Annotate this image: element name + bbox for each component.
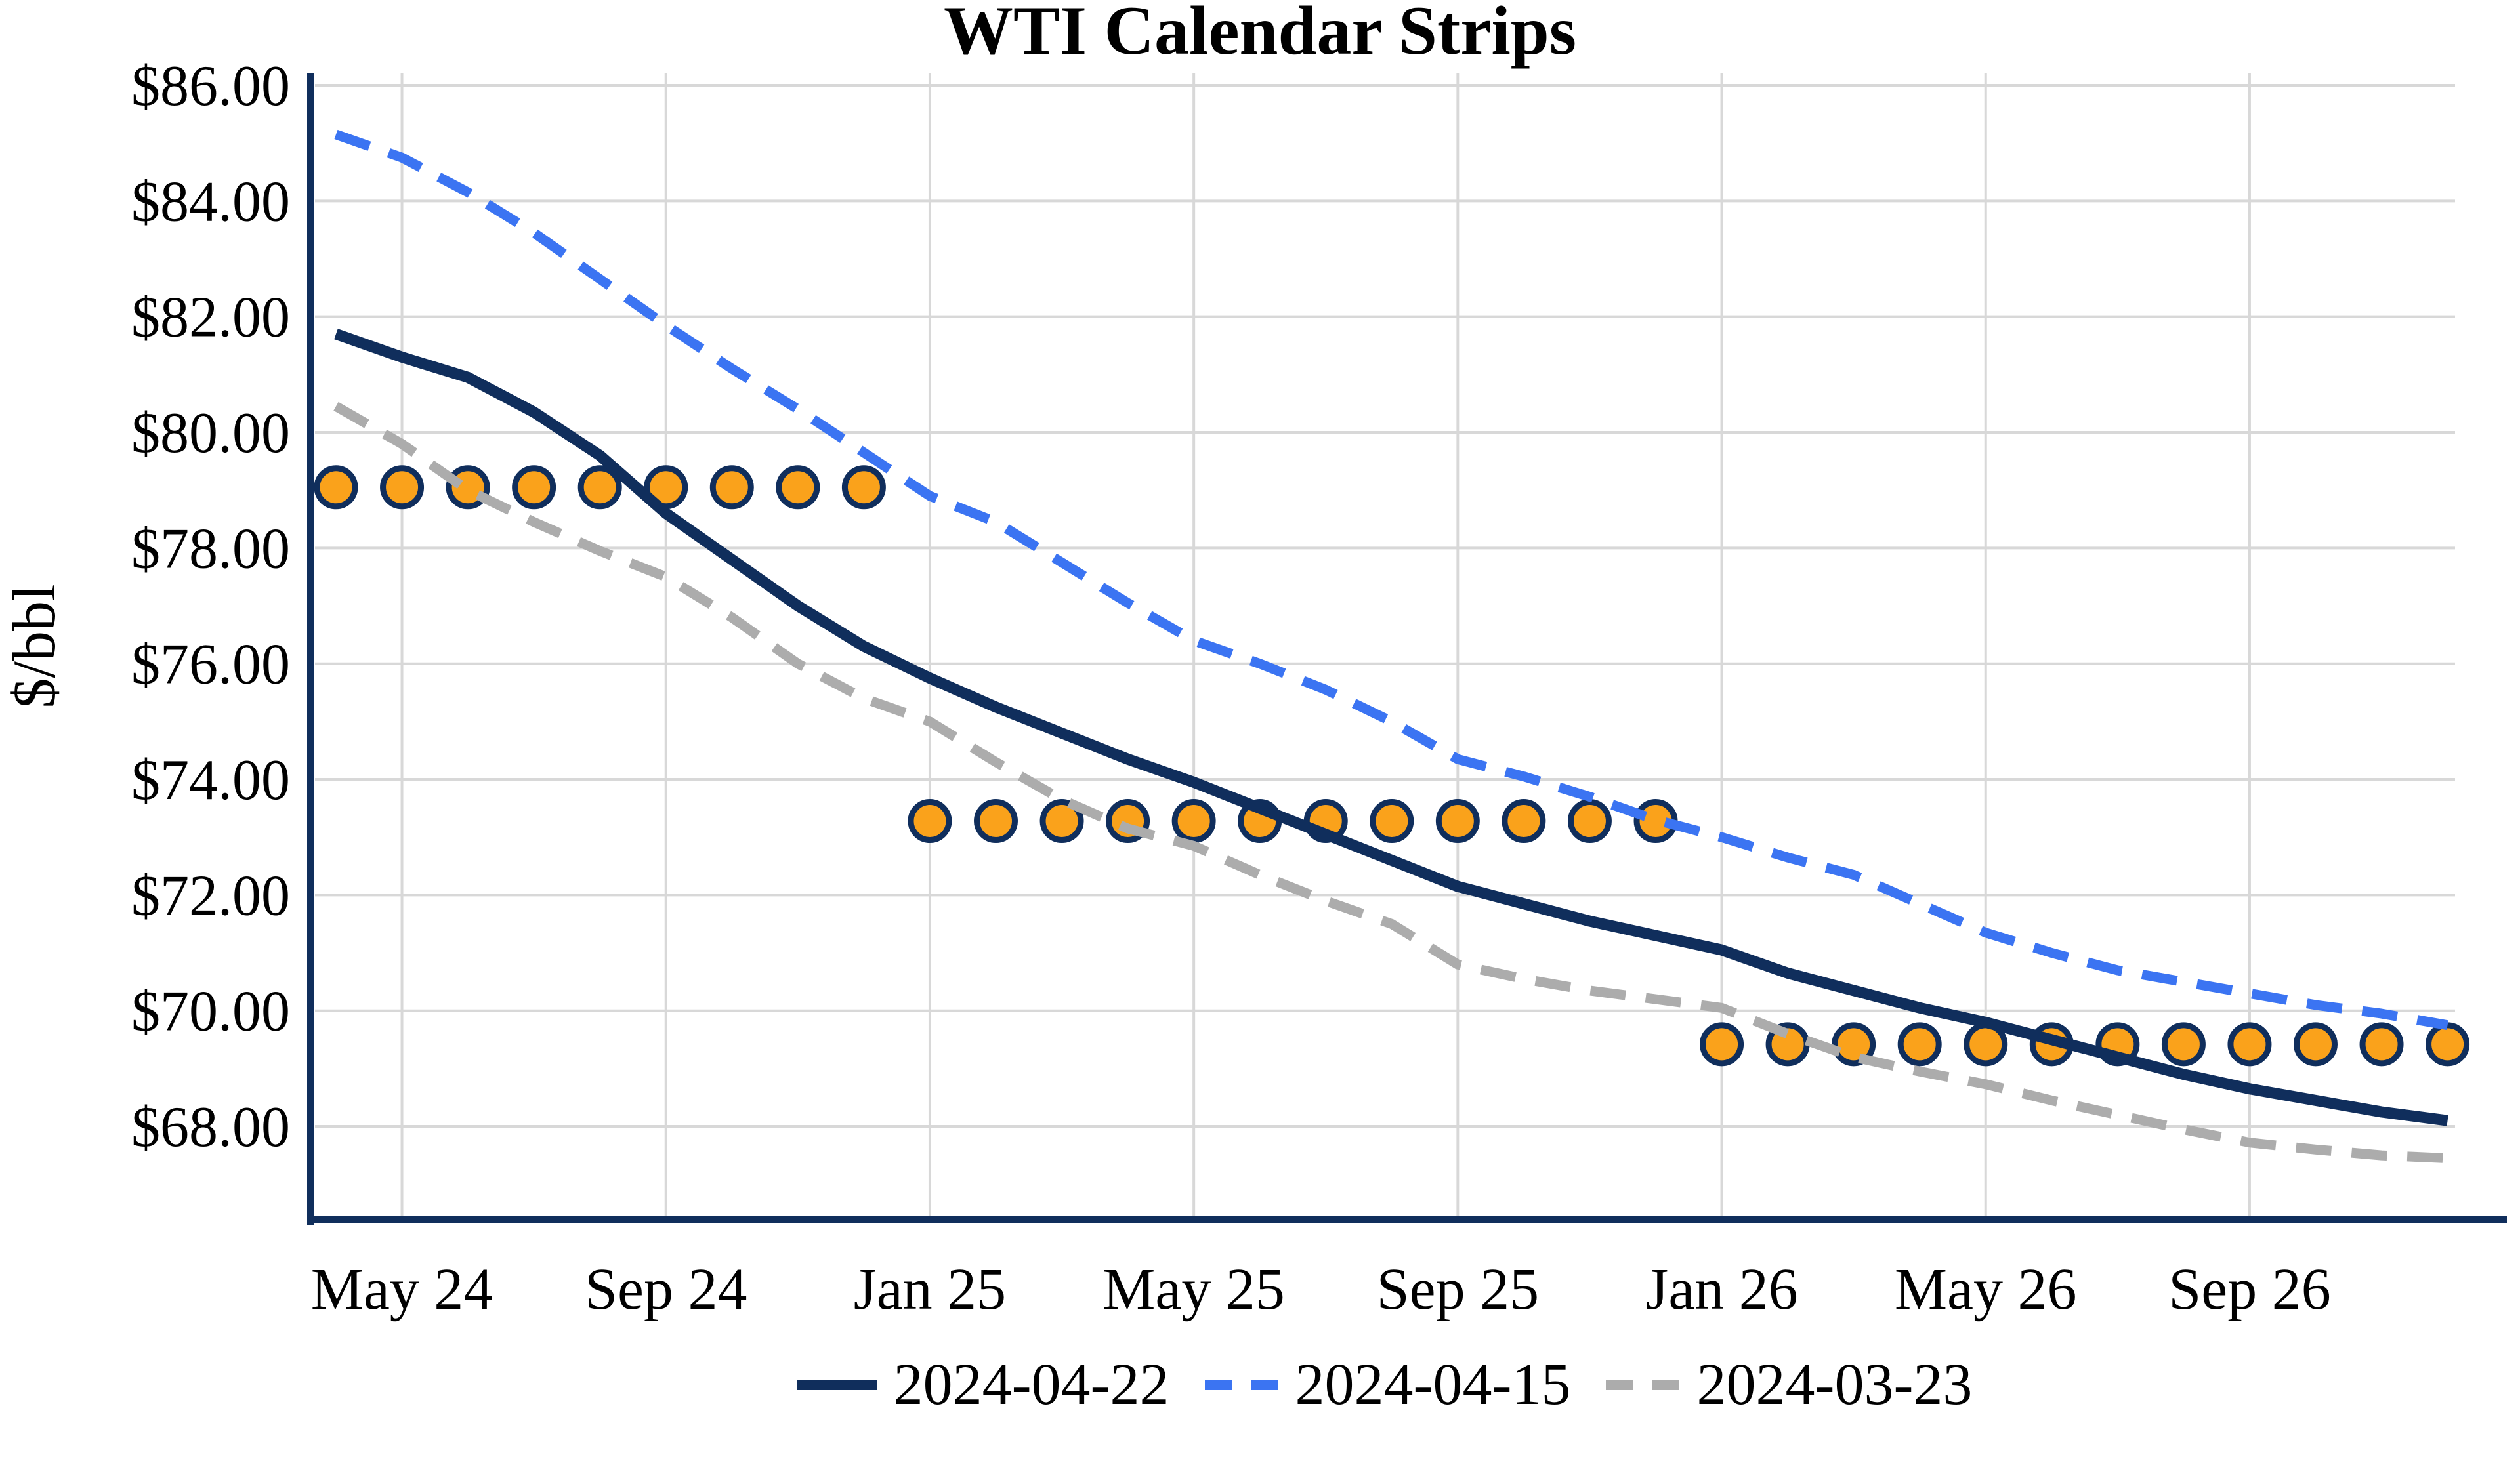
strip-marker-Dec-24: [841, 465, 886, 510]
y-tick-label-70: $70.00: [131, 980, 290, 1044]
x-tick-label-Jan-26: Jan 26: [1645, 1257, 1797, 1322]
strip-marker-Nov-26: [2359, 1022, 2404, 1067]
x-axis-spine: [307, 1216, 2507, 1223]
y-tick-label-80: $80.00: [131, 401, 290, 465]
strip-markers-2025: [908, 799, 1678, 844]
strip-marker-Aug-26: [2161, 1022, 2206, 1067]
series-line-2024-03-23: [333, 401, 2448, 1164]
x-tick-label-May-24: May 24: [311, 1257, 493, 1322]
y-tick-label-72: $72.00: [131, 864, 290, 928]
legend-label: 2024-04-22: [893, 1352, 1169, 1417]
strip-marker-May-25: [1171, 799, 1216, 844]
chart-title: WTI Calendar Strips: [944, 0, 1576, 69]
x-tick-label-May-25: May 25: [1102, 1257, 1284, 1322]
strip-markers-2026: [1700, 1022, 2470, 1067]
strip-marker-Dec-26: [2426, 1022, 2470, 1067]
strip-marker-Oct-26: [2294, 1022, 2338, 1067]
y-tick-label-86: $86.00: [131, 54, 290, 118]
strip-marker-Jan-25: [908, 799, 952, 844]
strip-marker-Oct-25: [1502, 799, 1546, 844]
x-tick-label-Sep-26: Sep 26: [2168, 1257, 2331, 1322]
x-tick-label-Sep-24: Sep 24: [585, 1257, 747, 1322]
legend-dashed-line-swatch: [1204, 1380, 1278, 1390]
strip-marker-Feb-25: [974, 799, 1018, 844]
y-tick-label-84: $84.00: [131, 170, 290, 234]
strip-marker-Sep-25: [1435, 799, 1480, 844]
y-tick-label-82: $82.00: [131, 286, 290, 350]
y-tick-label-78: $78.00: [131, 517, 290, 581]
strip-marker-Nov-25: [1567, 799, 1612, 844]
strip-marker-Mar-25: [1040, 799, 1084, 844]
legend-item-2024-03-23: 2024-03-23: [1606, 1355, 1972, 1414]
strip-marker-Apr-26: [1897, 1022, 1942, 1067]
strip-marker-Apr-24: [314, 465, 358, 510]
strip-marker-May-24: [380, 465, 425, 510]
legend-dashed-line-swatch: [1606, 1380, 1680, 1390]
legend-solid-line-swatch: [796, 1380, 877, 1390]
y-axis-spine: [307, 73, 314, 1225]
series-line-2024-04-22: [334, 329, 2448, 1126]
chart-legend: 2024-04-22 2024-04-15 2024-03-23: [314, 1355, 2455, 1414]
strip-marker-Aug-25: [1370, 799, 1414, 844]
strip-marker-Sep-26: [2227, 1022, 2272, 1067]
legend-label: 2024-04-15: [1295, 1352, 1571, 1417]
strip-marker-Aug-24: [578, 465, 622, 510]
x-tick-label-May-26: May 26: [1895, 1257, 2076, 1322]
strip-markers-2024: [314, 465, 886, 510]
y-tick-label-68: $68.00: [131, 1096, 290, 1159]
strip-marker-Mar-26: [1832, 1022, 1876, 1067]
strip-marker-Jul-24: [512, 465, 556, 510]
strip-marker-Jan-26: [1700, 1022, 1744, 1067]
strip-marker-Oct-24: [709, 465, 754, 510]
x-tick-label-Jan-25: Jan 25: [854, 1257, 1006, 1322]
y-tick-label-74: $74.00: [131, 749, 290, 812]
x-tick-label-Sep-25: Sep 25: [1377, 1257, 1540, 1322]
legend-label: 2024-03-23: [1696, 1352, 1973, 1417]
strip-marker-Nov-24: [776, 465, 820, 510]
y-tick-label-76: $76.00: [131, 633, 290, 697]
series-line-2024-04-15: [334, 129, 2448, 1031]
legend-item-2024-04-22: 2024-04-22: [796, 1352, 1169, 1417]
legend-item-2024-04-15: 2024-04-15: [1204, 1352, 1571, 1417]
